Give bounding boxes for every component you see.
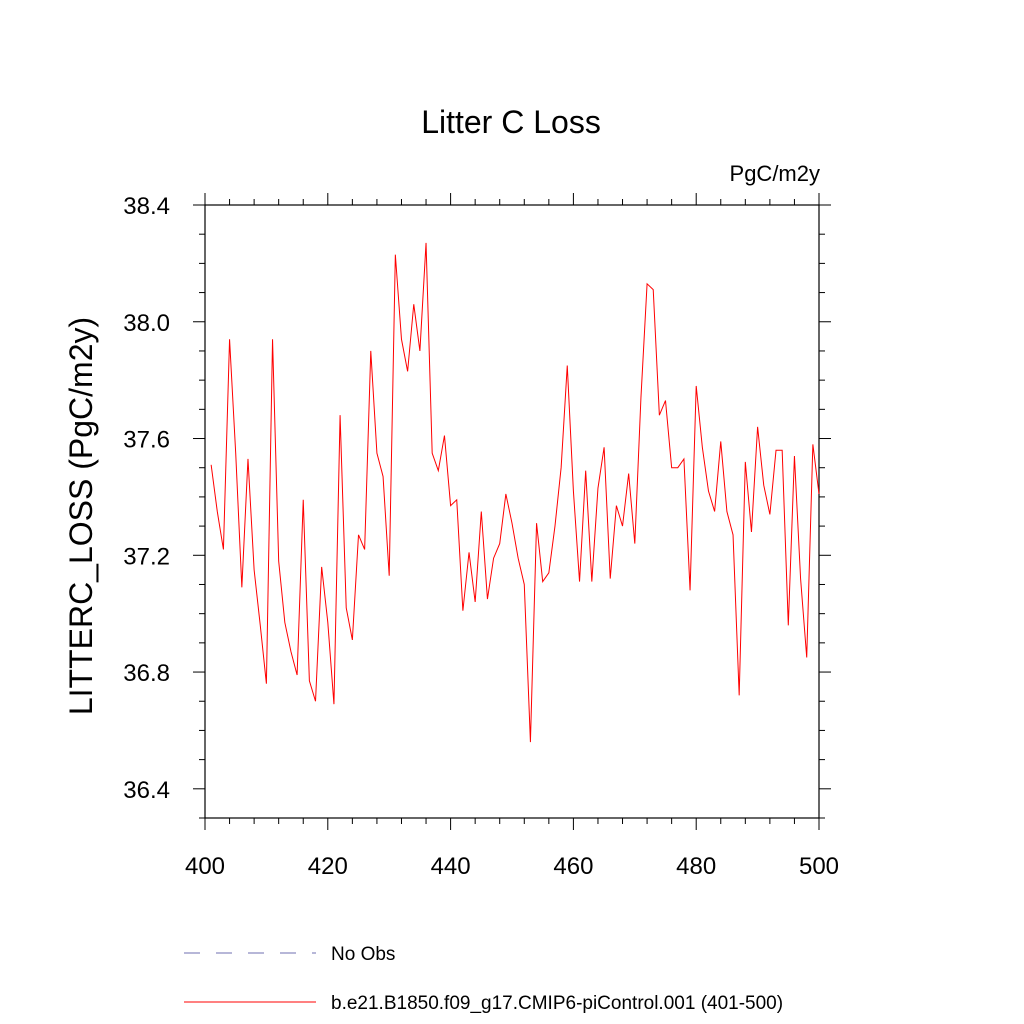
y-tick-label: 38.0 [123,310,170,337]
axis-tick-labels: 400 420 440 460 480 500 36.4 36.8 37.2 37.6 38.0 38… [123,193,839,880]
chart-title: Litter C Loss [421,104,601,140]
legend: No Obs b.e21.B1850.f09_g17.CMIP6-piContr… [184,944,783,1014]
plot-frame [204,204,820,819]
y-tick-label: 36.8 [123,660,170,687]
x-tick-label: 420 [308,853,348,880]
x-tick-label: 480 [676,853,716,880]
y-axis-label: LITTERC_LOSS (PgC/m2y) [63,317,99,715]
units-label: PgC/m2y [730,161,820,186]
y-tick-label: 37.6 [123,427,170,454]
x-tick-label: 460 [553,853,593,880]
y-tick-label: 36.4 [123,777,170,804]
y-tick-label: 37.2 [123,543,170,570]
x-tick-label: 400 [185,853,225,880]
series-line-0 [210,242,820,743]
axis-ticks [193,193,831,830]
x-tick-label: 500 [799,853,839,880]
legend-label-model-run: b.e21.B1850.f09_g17.CMIP6-piControl.001 … [331,993,783,1014]
y-tick-label: 38.4 [123,193,170,220]
series-layer [210,242,820,743]
x-tick-label: 440 [431,853,471,880]
legend-label-no-obs: No Obs [331,944,395,965]
